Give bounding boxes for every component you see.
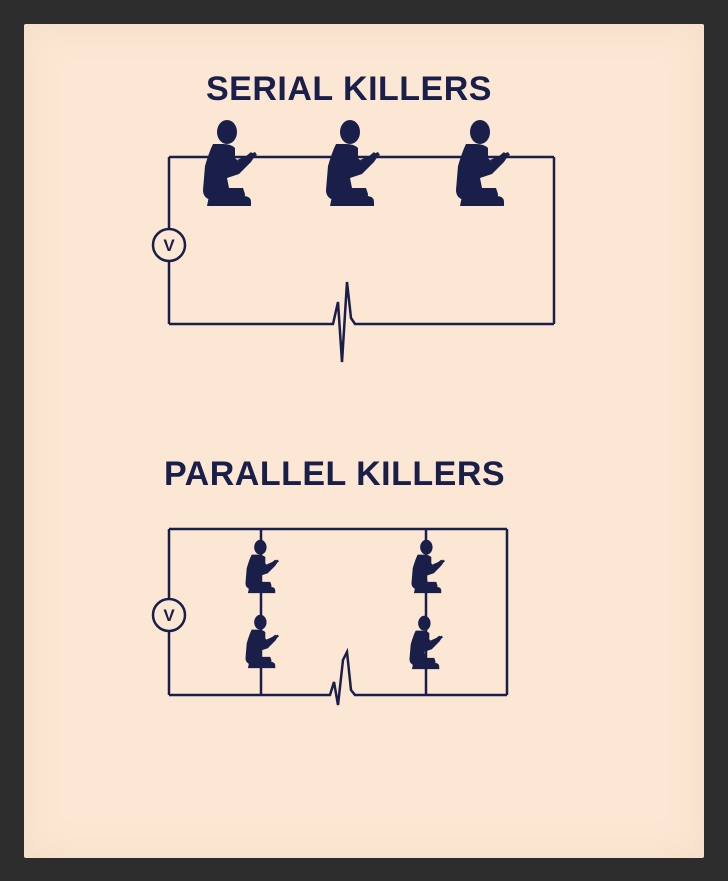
seated-person-icon (203, 120, 257, 206)
seated-person-icon (411, 539, 445, 594)
parallel-circuit: V (151, 527, 509, 706)
heartbeat-pulse-icon (169, 281, 554, 363)
seated-person-icon (245, 614, 279, 669)
seated-person-icon (245, 539, 279, 594)
voltmeter-icon: V (151, 597, 187, 633)
seated-person-icon (326, 120, 380, 206)
serial-voltmeter-label: V (163, 236, 175, 255)
serial-circuit: V (151, 120, 556, 363)
voltmeter-icon: V (151, 227, 187, 263)
parallel-voltmeter-label: V (163, 606, 175, 625)
heartbeat-pulse-icon (169, 647, 507, 706)
seated-person-icon (409, 615, 443, 670)
seated-person-icon (456, 120, 510, 206)
parallel-killers-title: PARALLEL KILLERS (164, 455, 506, 493)
serial-killers-title: SERIAL KILLERS (206, 70, 492, 108)
